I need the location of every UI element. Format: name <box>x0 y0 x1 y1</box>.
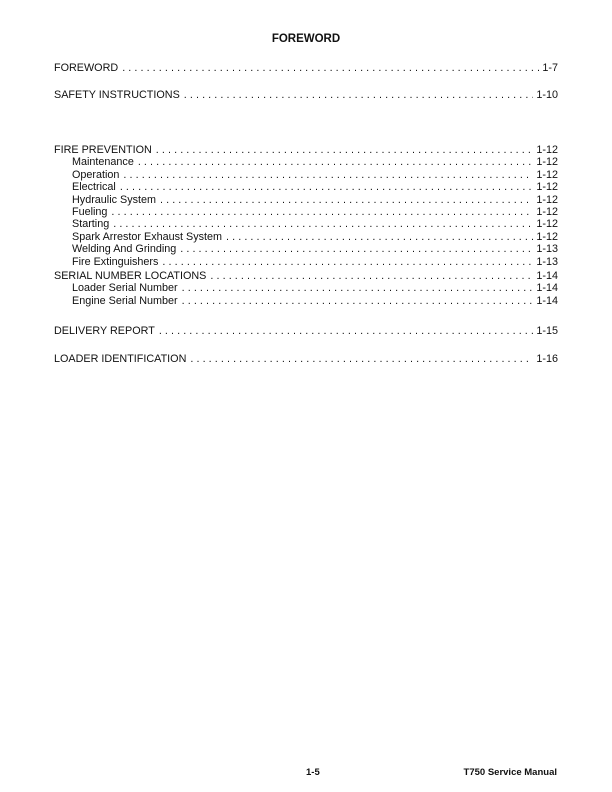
manual-title: T750 Service Manual <box>463 767 557 778</box>
dot-leader: ........................................… <box>226 230 533 243</box>
toc-entry-label: Spark Arrestor Exhaust System <box>72 230 223 243</box>
toc-entry[interactable]: Maintenance.............................… <box>54 156 558 168</box>
toc-entry[interactable]: SERIAL NUMBER LOCATIONS.................… <box>54 270 558 282</box>
toc-entry[interactable]: Operation...............................… <box>54 169 558 181</box>
toc-entry-page: 1-12 <box>536 205 558 218</box>
toc-entry-page: 1-12 <box>536 218 558 231</box>
toc-entry-label: Starting <box>72 218 110 231</box>
toc-entry-page: 1-12 <box>536 230 558 243</box>
toc-entry[interactable]: Spark Arrestor Exhaust System...........… <box>54 231 558 243</box>
toc-entry-label: FOREWORD <box>54 62 119 74</box>
toc-entry-page: 1-12 <box>536 181 558 194</box>
toc-entry-page: 1-12 <box>536 144 558 156</box>
toc-entry[interactable]: DELIVERY REPORT.........................… <box>54 325 558 337</box>
toc-entry[interactable]: Hydraulic System........................… <box>54 194 558 206</box>
toc-entry[interactable]: SAFETY INSTRUCTIONS.....................… <box>54 89 558 101</box>
toc-entry-label: SERIAL NUMBER LOCATIONS <box>54 270 207 282</box>
toc-entry-page: 1-14 <box>536 294 558 307</box>
toc-entry[interactable]: Starting................................… <box>54 218 558 230</box>
toc-entry[interactable]: FIRE PREVENTION.........................… <box>54 144 558 156</box>
toc-entry-page: 1-12 <box>536 168 558 181</box>
dot-leader: ........................................… <box>190 353 533 365</box>
dot-leader: ........................................… <box>158 325 534 337</box>
dot-leader: ........................................… <box>160 193 534 206</box>
dot-leader: ........................................… <box>111 205 533 218</box>
toc-entry-label: Maintenance <box>72 156 134 169</box>
page-title: FOREWORD <box>271 33 341 45</box>
dot-leader: ........................................… <box>155 144 534 156</box>
dot-leader: ........................................… <box>183 89 534 101</box>
toc-section: FIRE PREVENTION.........................… <box>54 144 558 268</box>
toc-entry-label: Fueling <box>72 205 108 218</box>
toc-entry[interactable]: LOADER IDENTIFICATION...................… <box>54 353 558 365</box>
dot-leader: ........................................… <box>162 255 534 268</box>
toc-entry-page: 1-12 <box>536 156 558 169</box>
toc-entry[interactable]: Welding And Grinding....................… <box>54 243 558 255</box>
toc-entry-label: FIRE PREVENTION <box>54 144 152 156</box>
toc-entry-page: 1-13 <box>536 243 558 256</box>
toc-entry-label: Operation <box>72 168 120 181</box>
toc-entry-page: 1-14 <box>536 282 558 295</box>
toc-entry-label: Loader Serial Number <box>72 282 178 295</box>
toc-entry-label: Fire Extinguishers <box>72 255 159 268</box>
dot-leader: ........................................… <box>210 270 534 282</box>
dot-leader: ........................................… <box>113 218 533 231</box>
page-number: 1-5 <box>306 767 320 778</box>
toc-section: FOREWORD................................… <box>54 62 558 74</box>
toc-section: SAFETY INSTRUCTIONS.....................… <box>54 89 558 101</box>
toc-entry[interactable]: Engine Serial Number....................… <box>54 295 558 307</box>
dot-leader: ........................................… <box>181 294 534 307</box>
dot-leader: ........................................… <box>181 282 534 295</box>
toc-entry[interactable]: Loader Serial Number....................… <box>54 282 558 294</box>
toc-entry-label: DELIVERY REPORT <box>54 325 155 337</box>
toc-section: LOADER IDENTIFICATION...................… <box>54 353 558 365</box>
dot-leader: ........................................… <box>119 181 534 194</box>
toc-entry[interactable]: Fueling.................................… <box>54 206 558 218</box>
toc-entry-label: Welding And Grinding <box>72 243 177 256</box>
toc-entry-label: Hydraulic System <box>72 193 156 206</box>
toc-entry-page: 1-12 <box>536 193 558 206</box>
dot-leader: ........................................… <box>180 243 533 256</box>
toc-entry-page: 1-7 <box>542 62 558 74</box>
dot-leader: ........................................… <box>123 168 533 181</box>
toc-entry-label: Engine Serial Number <box>72 294 178 307</box>
toc-entry[interactable]: Fire Extinguishers......................… <box>54 256 558 268</box>
dot-leader: ........................................… <box>122 62 539 74</box>
toc-entry[interactable]: FOREWORD................................… <box>54 62 558 74</box>
toc-entry-page: 1-15 <box>536 325 558 337</box>
toc-entry-page: 1-16 <box>536 353 558 365</box>
toc-entry-label: LOADER IDENTIFICATION <box>54 353 187 365</box>
toc-entry[interactable]: Electrical..............................… <box>54 181 558 193</box>
toc-entry-label: Electrical <box>72 181 116 194</box>
dot-leader: ........................................… <box>137 156 534 169</box>
toc-section: SERIAL NUMBER LOCATIONS.................… <box>54 270 558 307</box>
toc-entry-page: 1-13 <box>536 255 558 268</box>
toc-entry-page: 1-10 <box>536 89 558 101</box>
toc-section: DELIVERY REPORT.........................… <box>54 325 558 337</box>
toc-entry-label: SAFETY INSTRUCTIONS <box>54 89 180 101</box>
toc-entry-page: 1-14 <box>536 270 558 282</box>
